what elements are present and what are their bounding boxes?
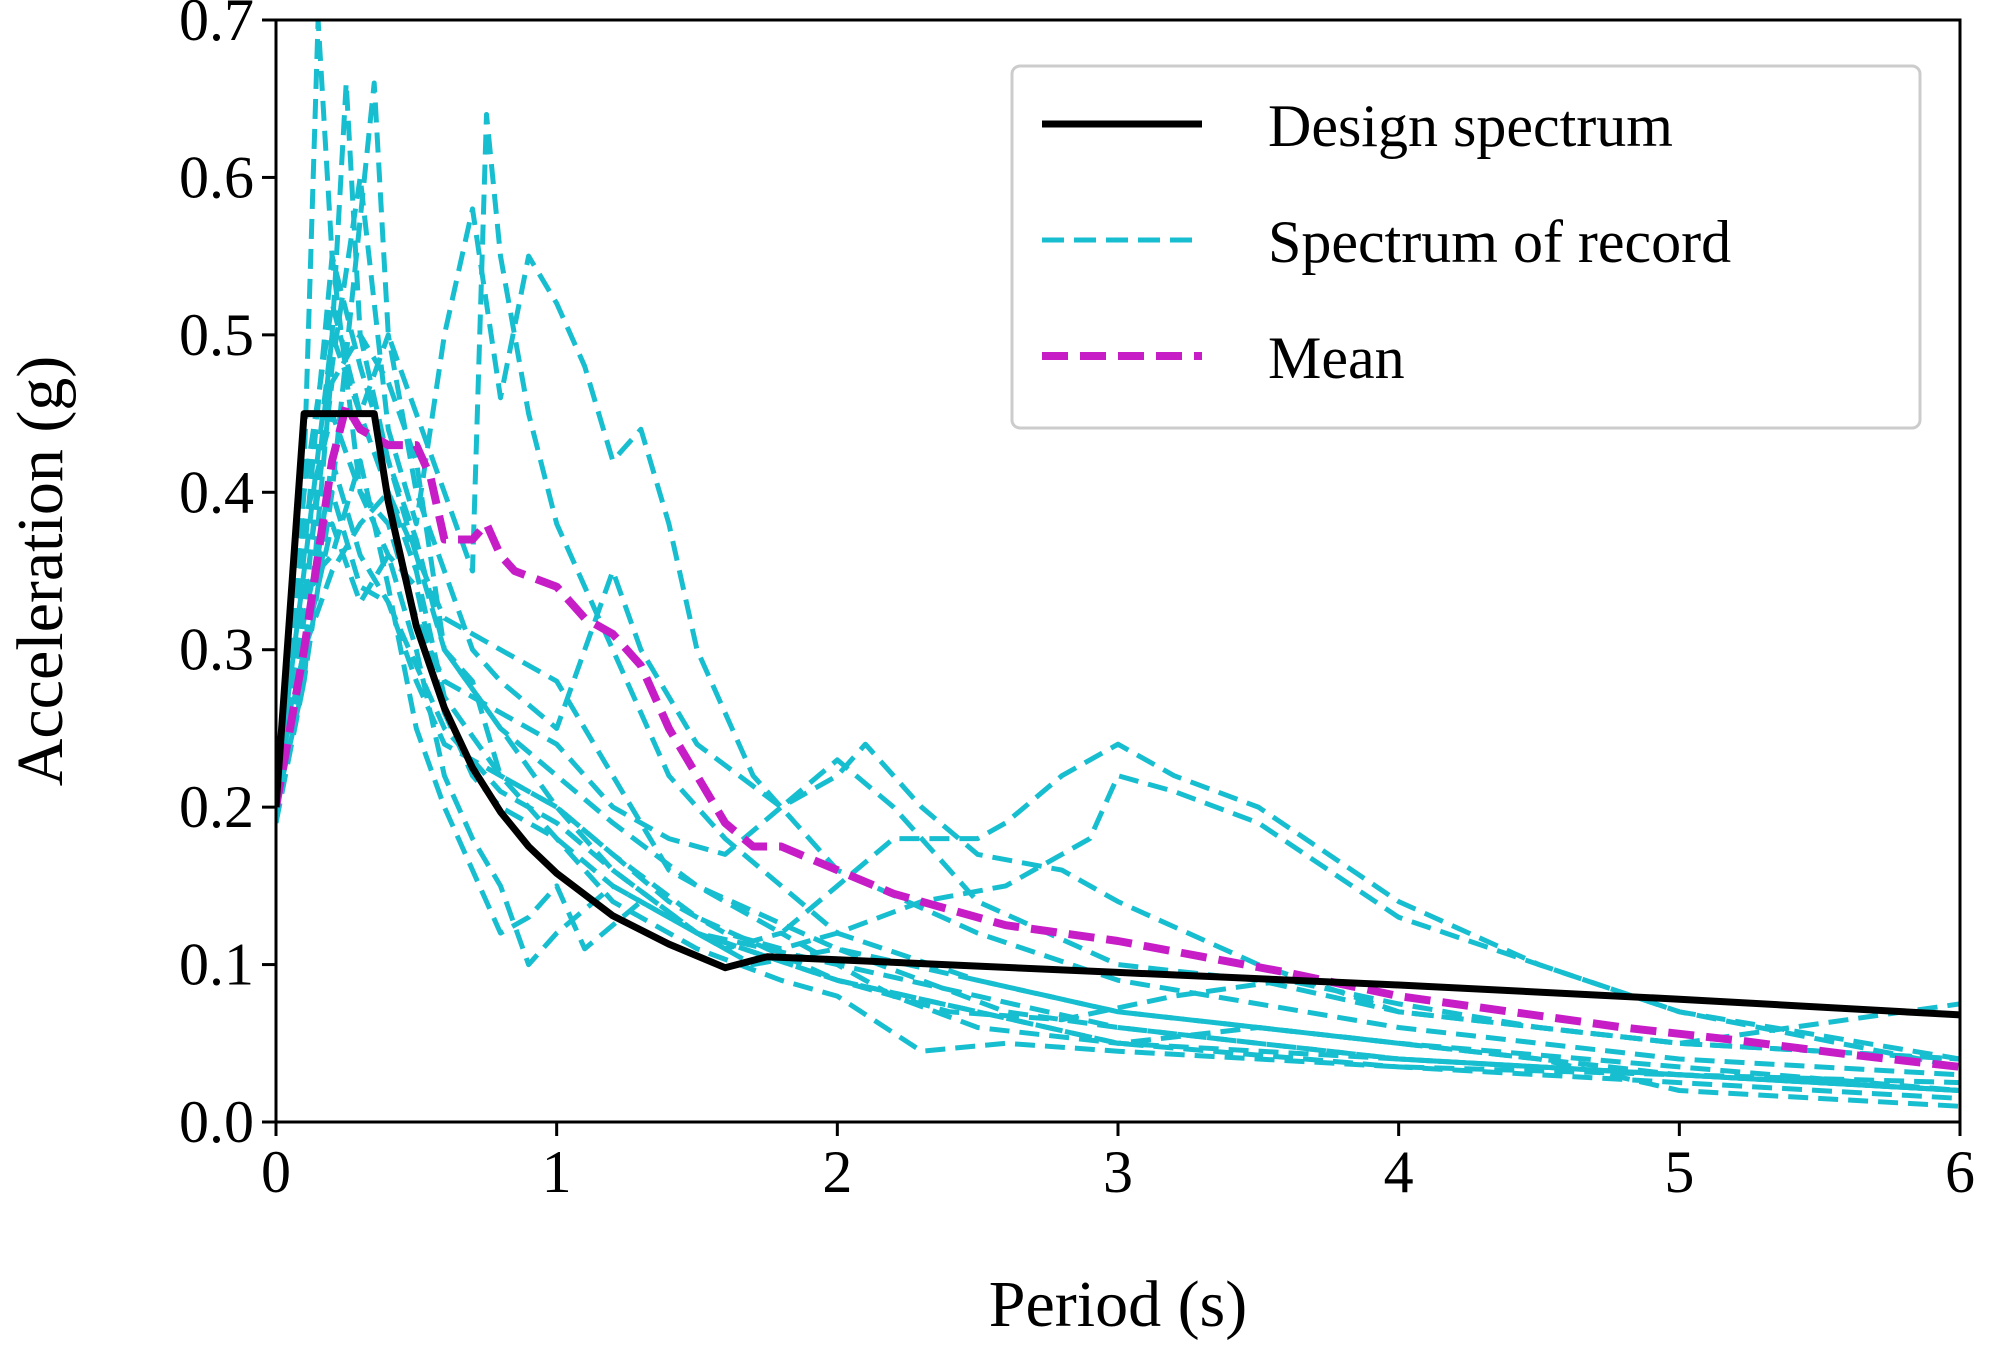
x-tick-label: 0 <box>261 1139 291 1205</box>
legend-label-design-spectrum: Design spectrum <box>1268 93 1673 159</box>
record-spectrum-line-11 <box>276 489 1960 1093</box>
x-tick-label: 5 <box>1664 1139 1694 1205</box>
record-spectrum-line-4 <box>276 174 1960 1078</box>
record-spectrum-line-3 <box>276 80 1960 1093</box>
x-tick-label: 4 <box>1384 1139 1414 1205</box>
record-spectrum-line-8 <box>276 411 1960 1062</box>
y-tick-label: 0.1 <box>179 932 254 998</box>
record-spectrum-line-14 <box>276 253 1960 1109</box>
y-tick-label: 0.4 <box>179 459 254 525</box>
y-axis-ticks: 0.0 0.1 0.2 0.3 0.4 0.5 0.6 0.7 <box>179 0 276 1155</box>
mean-line <box>276 401 1960 1071</box>
y-tick-label: 0.0 <box>179 1089 254 1155</box>
legend-label-mean: Mean <box>1268 325 1405 391</box>
legend-box <box>1010 64 1922 430</box>
record-spectrum-line-7 <box>276 458 1960 1093</box>
y-tick-label: 0.3 <box>179 617 254 683</box>
x-tick-label: 1 <box>542 1139 572 1205</box>
y-tick-label: 0.6 <box>179 144 254 210</box>
record-spectrum-line-12 <box>276 489 1960 1046</box>
x-tick-label: 2 <box>822 1139 852 1205</box>
design-spectrum-group <box>276 410 1960 1019</box>
y-tick-label: 0.7 <box>179 0 254 53</box>
x-tick-label: 3 <box>1103 1139 1133 1205</box>
design-spectrum-line <box>276 410 1960 1019</box>
x-tick-label: 6 <box>1945 1139 1975 1205</box>
legend: Design spectrum Spectrum of record Mean <box>1010 64 1922 430</box>
record-spectrum-line-13 <box>276 332 1960 1086</box>
y-axis-title: Acceleration (g) <box>4 356 77 787</box>
mean-series-group <box>276 401 1960 1071</box>
y-tick-label: 0.5 <box>179 302 254 368</box>
legend-label-spectrum-of-record: Spectrum of record <box>1268 209 1731 275</box>
x-axis-ticks: 0 1 2 3 4 5 6 <box>261 1122 1975 1205</box>
x-axis-title: Period (s) <box>989 1268 1247 1341</box>
y-tick-label: 0.2 <box>179 774 254 840</box>
